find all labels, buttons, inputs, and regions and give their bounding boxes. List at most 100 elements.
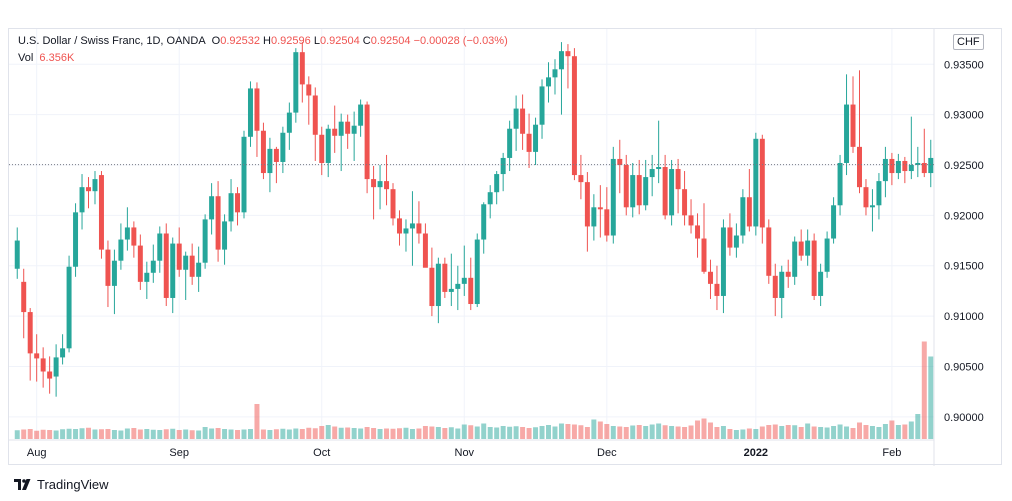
vol-label[interactable]: Vol [18, 52, 34, 64]
volume-bar [792, 425, 798, 439]
volume-bar [487, 427, 493, 439]
candle [176, 227, 182, 277]
candle [60, 334, 66, 365]
candle-body [863, 187, 869, 208]
candle-body [241, 136, 247, 213]
volume-bar [695, 420, 701, 439]
candle [857, 70, 862, 194]
candle-body [779, 271, 785, 298]
volume-bar [915, 414, 921, 439]
volume-bar [40, 429, 46, 439]
candle-body [481, 204, 487, 240]
volume-bar [889, 420, 895, 439]
price-axis[interactable]: 0.93500 0.93000 0.92500 0.92000 0.91500 0.910… [944, 59, 984, 424]
volume-bar [299, 429, 305, 439]
tradingview-logo[interactable]: TradingView [14, 477, 109, 492]
candle [202, 214, 208, 269]
candle-body [409, 223, 415, 229]
candle-body [876, 181, 882, 206]
y-tick-label: 0.92500 [944, 160, 984, 172]
volume-bar [649, 424, 655, 439]
volume-bar [371, 428, 377, 439]
volume-bar [286, 429, 292, 439]
candle [118, 223, 124, 270]
candle [740, 189, 746, 244]
candle-body [571, 56, 577, 176]
candle-body [202, 219, 208, 263]
candle [617, 139, 623, 194]
candle-body [118, 239, 124, 261]
candlestick-chart[interactable]: 0.93500 0.93000 0.92500 0.92000 0.91500 0.910… [9, 29, 1003, 466]
candles [14, 42, 934, 397]
candle-body [442, 263, 448, 292]
candle-body [189, 255, 195, 277]
volume-bar [759, 426, 765, 439]
volume-bar [176, 430, 182, 439]
candle-body [111, 260, 117, 286]
volume-bar [824, 427, 830, 439]
candle [824, 231, 830, 278]
volume-bar [623, 427, 629, 439]
candle [222, 214, 228, 265]
candle-body [53, 357, 59, 377]
volume-bar [740, 429, 746, 439]
volume-bar [895, 425, 901, 439]
volume-bar [306, 427, 312, 439]
volume-bar [267, 430, 273, 439]
candle [170, 237, 176, 314]
volume-bar [209, 428, 215, 439]
volume-bar [98, 429, 104, 439]
candle-body [507, 128, 513, 158]
volume-bar [409, 429, 415, 439]
candle [98, 171, 104, 259]
candle [597, 185, 603, 238]
volume-bar [47, 430, 53, 439]
volume-bar [844, 426, 850, 439]
volume-bar [643, 426, 649, 439]
candle-body [682, 189, 688, 216]
candle-body [144, 272, 150, 282]
volume-bar [656, 423, 662, 439]
candle-body [338, 121, 344, 136]
candle [895, 153, 901, 180]
volume-bar [273, 429, 279, 439]
volume-bar [66, 428, 72, 439]
volume-bar [701, 418, 707, 439]
candle [636, 159, 642, 215]
volume-bar [319, 426, 325, 439]
candle-body [565, 51, 571, 57]
candle-body [390, 189, 396, 219]
volume-bar [34, 430, 40, 439]
volume-bar [526, 428, 532, 439]
candle [429, 247, 435, 317]
candle-body [280, 132, 286, 162]
volume-bar [714, 427, 720, 439]
x-tick-label: Oct [313, 447, 330, 459]
open-value: 0.92532 [220, 35, 260, 47]
volume-bar [222, 429, 228, 439]
candle [358, 99, 364, 137]
candle [656, 120, 662, 184]
candle-body [66, 266, 72, 349]
volume-bar [869, 426, 875, 439]
candle-body [293, 52, 299, 113]
candle-body [895, 160, 901, 174]
symbol-name[interactable]: U.S. Dollar / Swiss Franc, 1D, OANDA [18, 35, 206, 47]
candle-body [235, 193, 241, 213]
candle [649, 154, 655, 197]
candle [183, 251, 189, 300]
currency-button[interactable]: CHF [953, 34, 984, 50]
volume-bar [584, 427, 590, 439]
volume-bar [688, 425, 694, 439]
candle [280, 126, 286, 174]
candle-body [455, 283, 461, 289]
candle [695, 213, 701, 258]
candle-body [669, 169, 675, 216]
candle [474, 233, 480, 308]
candle-body [468, 277, 474, 305]
candle [371, 166, 377, 220]
time-axis[interactable]: Aug Sep Oct Nov Dec 2022 Feb [27, 447, 901, 459]
candle [584, 172, 590, 252]
candle [727, 213, 733, 256]
candle [332, 105, 338, 153]
